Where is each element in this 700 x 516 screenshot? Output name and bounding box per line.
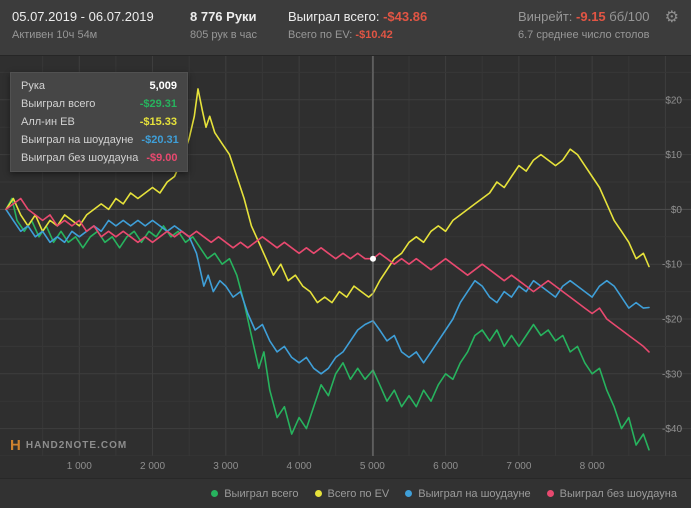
legend-label: Всего по EV bbox=[327, 487, 390, 500]
winrate-value: -9.15 bbox=[576, 9, 606, 24]
stat-date-range: 05.07.2019 - 06.07.2019 Активен 10ч 54м bbox=[12, 9, 190, 55]
legend-item-won-total[interactable]: Выиграл всего bbox=[211, 487, 299, 500]
y-axis-label: -$30 bbox=[662, 369, 682, 380]
hands-count: 8 776 Руки bbox=[190, 9, 257, 24]
x-axis: 1 000 2 000 3 000 4 000 5 000 6 000 7 000 8 000 bbox=[0, 456, 691, 478]
x-axis-label: 4 000 bbox=[286, 461, 312, 472]
hand2note-session-graph: 05.07.2019 - 06.07.2019 Активен 10ч 54м … bbox=[0, 0, 691, 508]
tooltip-row: Рука 5,009 bbox=[11, 77, 187, 95]
ev-total-value: -$10.42 bbox=[355, 29, 393, 41]
series-line-won-showdown[interactable] bbox=[5, 208, 650, 375]
legend-label: Выиграл на шоудауне bbox=[418, 487, 531, 500]
hands-per-hour: 805 рук в час bbox=[190, 29, 258, 41]
winrate-label: Винрейт: bbox=[518, 9, 573, 24]
stat-winnings: Выиграл всего: -$43.86 Всего по EV: -$10… bbox=[288, 9, 518, 55]
x-axis-label: 1 000 bbox=[66, 461, 92, 472]
tooltip-row: Выиграл без шоудауна -$9.00 bbox=[11, 149, 187, 167]
tooltip-row-value: -$9.00 bbox=[146, 152, 178, 164]
legend-dot-icon bbox=[211, 490, 219, 497]
hand2note-logo-icon: H bbox=[10, 437, 21, 454]
x-axis-label: 6 000 bbox=[433, 461, 459, 472]
y-axis-label: $20 bbox=[665, 95, 682, 106]
winnings-chart[interactable]: $20 $10 $0 -$10 -$20 -$30 -$40 bbox=[0, 56, 691, 456]
tooltip-row-value: 5,009 bbox=[149, 80, 177, 92]
legend-dot-icon bbox=[405, 490, 413, 497]
settings-gear-icon[interactable]: ⚙ bbox=[664, 9, 679, 26]
tooltip-row-label: Выиграл без шоудауна bbox=[21, 152, 139, 164]
tooltip-row-label: Выиграл всего bbox=[21, 98, 96, 110]
stat-hands: 8 776 Руки 805 рук в час bbox=[190, 9, 288, 55]
x-axis-label: 5 000 bbox=[359, 461, 385, 472]
tooltip-row-value: -$15.33 bbox=[139, 116, 177, 128]
tooltip-row-label: Алл-ин EВ bbox=[21, 116, 75, 128]
x-axis-label: 7 000 bbox=[506, 461, 532, 472]
legend-label: Выиграл без шоудауна bbox=[559, 487, 677, 500]
active-time: Активен 10ч 54м bbox=[12, 29, 98, 41]
y-axis-label: -$40 bbox=[662, 424, 682, 435]
date-range: 05.07.2019 - 06.07.2019 bbox=[12, 9, 154, 24]
x-axis-label: 8 000 bbox=[579, 461, 605, 472]
legend-dot-icon bbox=[314, 490, 322, 497]
x-axis-label: 3 000 bbox=[213, 461, 239, 472]
series-line-won-total[interactable] bbox=[5, 197, 650, 451]
legend-item-ev-total[interactable]: Всего по EV bbox=[314, 487, 390, 500]
x-axis-label: 2 000 bbox=[140, 461, 166, 472]
tooltip-row: Алл-ин EВ -$15.33 bbox=[11, 113, 187, 131]
stats-header: 05.07.2019 - 06.07.2019 Активен 10ч 54м … bbox=[0, 0, 691, 56]
legend-dot-icon bbox=[546, 490, 554, 497]
series-line-ev-total[interactable] bbox=[5, 88, 650, 304]
y-axis-label: -$20 bbox=[662, 315, 682, 326]
tooltip-row: Выиграл на шоудауне -$20.31 bbox=[11, 131, 187, 149]
tooltip-row-value: -$29.31 bbox=[139, 98, 177, 110]
won-total-label: Выиграл всего: bbox=[288, 9, 380, 24]
chart-area: $20 $10 $0 -$10 -$20 -$30 -$40 Рука 5,009 Выигра… bbox=[0, 56, 691, 456]
series-line-won-non-showdown[interactable] bbox=[5, 197, 650, 353]
hover-tooltip: Рука 5,009 Выиграл всего -$29.31 Алл-ин EВ -$… bbox=[10, 72, 188, 172]
tooltip-row-value: -$20.31 bbox=[141, 134, 179, 146]
legend-label: Выиграл всего bbox=[224, 487, 299, 500]
y-axis-label: $0 bbox=[671, 205, 683, 216]
stat-winrate: Винрейт: -9.15 бб/100 6.7 среднее число … bbox=[518, 9, 679, 55]
ev-total-label: Всего по EV: bbox=[288, 29, 353, 41]
legend-item-won-non-showdown[interactable]: Выиграл без шоудауна bbox=[546, 487, 677, 500]
chart-legend: Выиграл всего Всего по EV Выиграл на шоуда… bbox=[211, 488, 677, 500]
legend-bar: Выиграл всего Всего по EV Выиграл на шоуда… bbox=[0, 478, 691, 508]
winrate-unit: бб/100 bbox=[609, 9, 650, 24]
tooltip-row-label: Рука bbox=[21, 80, 46, 92]
cursor-dot bbox=[370, 255, 376, 262]
y-axis-label: -$10 bbox=[662, 260, 682, 271]
tooltip-row-label: Выиграл на шоудауне bbox=[21, 134, 134, 146]
tooltip-row: Выиграл всего -$29.31 bbox=[11, 95, 187, 113]
legend-item-won-showdown[interactable]: Выиграл на шоудауне bbox=[405, 487, 531, 500]
won-total-value: -$43.86 bbox=[383, 9, 428, 24]
y-axis-label: $10 bbox=[665, 150, 682, 161]
hand2note-logo[interactable]: H HAND2NOTE.COM bbox=[10, 438, 127, 453]
hand2note-logo-text: HAND2NOTE.COM bbox=[25, 440, 128, 451]
avg-tables: 6.7 среднее число столов bbox=[518, 29, 650, 41]
